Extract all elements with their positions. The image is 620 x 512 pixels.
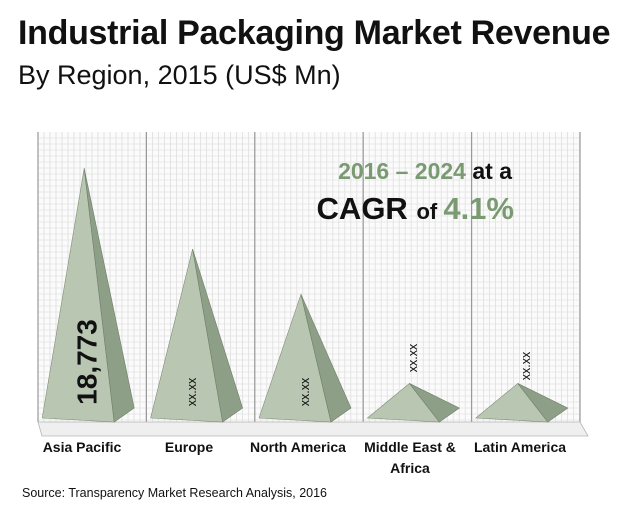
category-label-1: Europe [165, 439, 213, 455]
data-label-1: xx.xx [185, 377, 199, 406]
chart-title: Industrial Packaging Market Revenue [18, 14, 611, 52]
pyramid-4-side-face [517, 383, 569, 423]
category-label-3: Middle East & Africa [364, 439, 456, 476]
pyramid-2-side-face [300, 294, 352, 423]
pyramid-3-side-face [409, 383, 460, 423]
chart-floor [37, 421, 589, 437]
pyramid-1-side-face [192, 248, 243, 423]
chart-subtitle: By Region, 2015 (US$ Mn) [18, 60, 341, 90]
data-label-3: xx.xx [406, 343, 420, 372]
data-label-2: xx.xx [298, 377, 312, 406]
category-label-0: Asia Pacific [43, 439, 122, 455]
data-label-4: xx.xx [519, 351, 533, 380]
cagr-period-text: 2016 – 2024 at a [338, 158, 512, 184]
cagr-rate-text: CAGR of 4.1% [317, 191, 514, 226]
category-label-2: North America [250, 439, 346, 455]
source-note: Source: Transparency Market Research Ana… [22, 486, 328, 500]
category-label-4: Latin America [474, 439, 566, 455]
pyramid-0-side-face [83, 168, 135, 423]
data-label-0: 18,773 [72, 319, 103, 405]
